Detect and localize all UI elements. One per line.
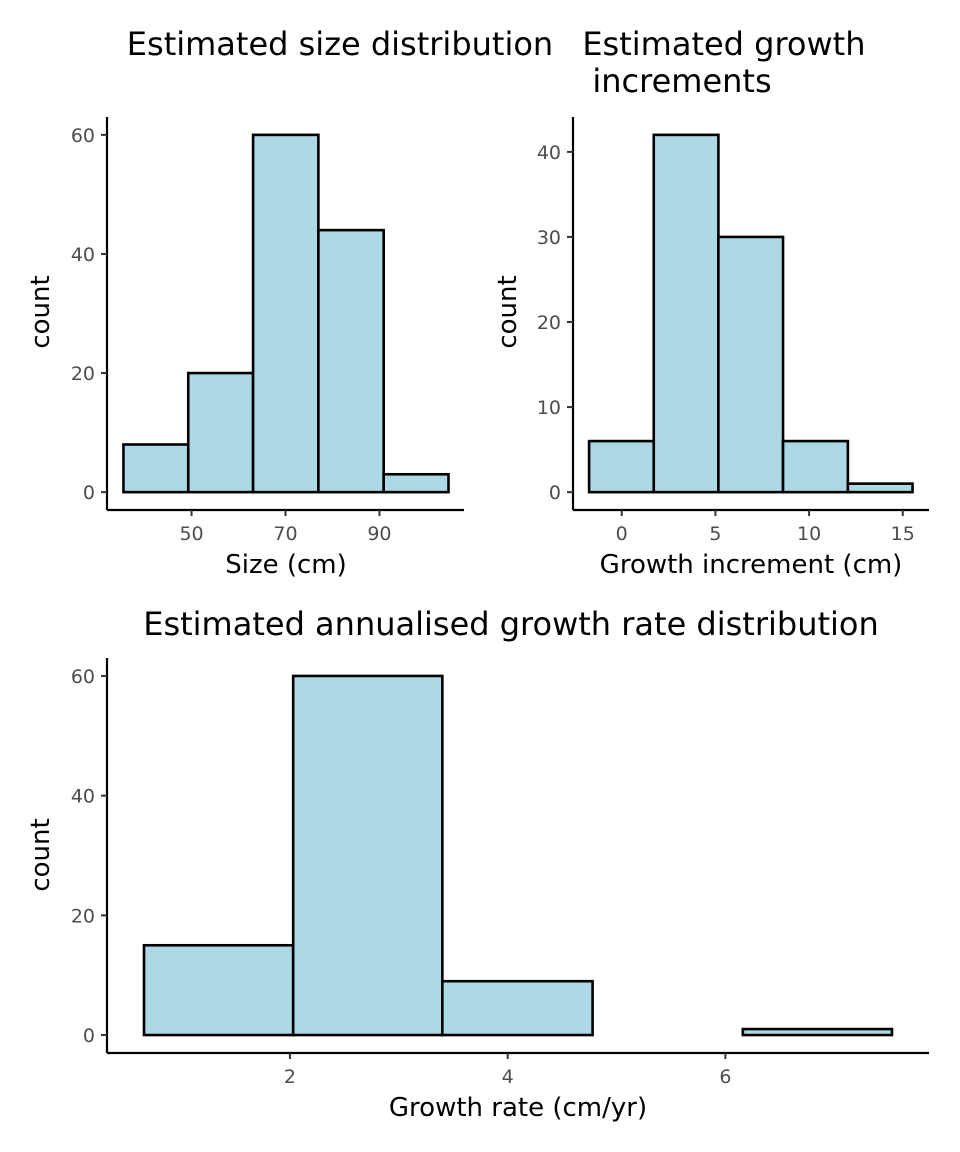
bar: [441, 979, 594, 1037]
x-tick-label: 10: [797, 523, 821, 545]
bar: [652, 133, 720, 494]
x-tick-label: 2: [284, 1066, 296, 1088]
bar: [122, 443, 190, 494]
x-tick-label: 15: [891, 523, 915, 545]
x-tick-label: 6: [719, 1066, 731, 1088]
chart-title-line-1: Estimated growth: [582, 25, 865, 63]
growth-rate-histogram-panel: Estimated annualised growth rate distrib…: [26, 605, 929, 1123]
x-tick-label: 5: [709, 523, 721, 545]
size-histogram-panel: Estimated size distribution Size (cm) co…: [26, 25, 553, 580]
y-tick-label: 60: [71, 125, 95, 147]
y-axis-title: count: [493, 275, 523, 348]
x-tick-label: 90: [367, 523, 391, 545]
y-tick-label: 0: [83, 482, 95, 504]
y-tick-label: 60: [71, 666, 95, 688]
x-tick-label: 70: [273, 523, 297, 545]
y-tick-label: 20: [537, 312, 561, 334]
chart-title: Estimated size distribution: [127, 25, 553, 63]
x-axis-title: Growth rate (cm/yr): [389, 1093, 647, 1123]
x-axis-title: Growth increment (cm): [600, 550, 903, 580]
chart-title-line-2: increments: [592, 62, 771, 100]
bar: [741, 1027, 894, 1037]
axes: 0 20 40 60 50 70 90: [71, 117, 464, 545]
bar: [587, 439, 656, 494]
bar-group: [142, 674, 894, 1037]
y-axis-title: count: [26, 275, 56, 348]
bar: [781, 439, 850, 494]
bar: [186, 371, 255, 494]
x-tick-label: 0: [616, 523, 628, 545]
bar: [317, 228, 385, 494]
bar: [251, 133, 320, 494]
chart-title: Estimated annualised growth rate distrib…: [143, 605, 879, 643]
chart-title: Estimated growth increments: [582, 25, 875, 100]
y-tick-label: 10: [537, 397, 561, 419]
y-tick-label: 20: [71, 363, 95, 385]
bar: [291, 674, 444, 1037]
x-axis-title: Size (cm): [225, 550, 347, 580]
bar: [382, 472, 450, 494]
bar: [717, 235, 785, 494]
y-tick-label: 40: [71, 244, 95, 266]
bar: [142, 943, 295, 1037]
x-tick-label: 4: [502, 1066, 514, 1088]
axes: 0 20 40 60 2 4 6: [71, 658, 929, 1088]
growth-increment-histogram-panel: Estimated growth increments Growth incre…: [493, 25, 929, 580]
axes: 0 10 20 30 40 0 5 10 15: [537, 117, 929, 545]
y-tick-label: 20: [71, 905, 95, 927]
y-axis-title: count: [26, 818, 56, 891]
y-tick-label: 40: [537, 142, 561, 164]
bar: [846, 482, 914, 494]
y-tick-label: 0: [549, 482, 561, 504]
y-tick-label: 0: [83, 1025, 95, 1047]
y-tick-label: 30: [537, 227, 561, 249]
y-tick-label: 40: [71, 786, 95, 808]
x-tick-label: 50: [179, 523, 203, 545]
bar-group: [587, 133, 914, 494]
bar-group: [122, 133, 450, 494]
